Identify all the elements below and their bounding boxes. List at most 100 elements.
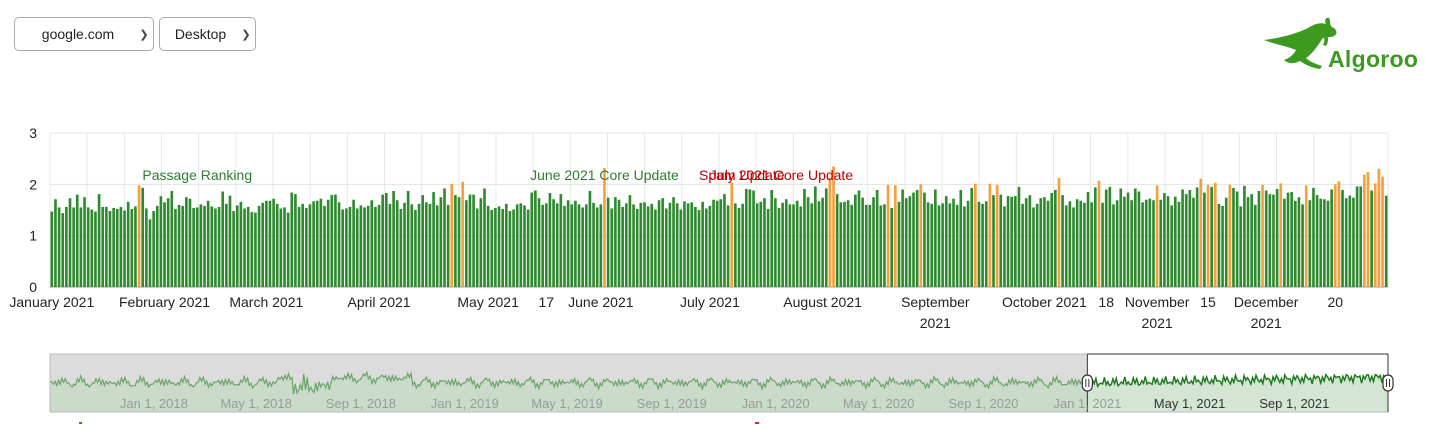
bar[interactable] (599, 204, 603, 287)
bar[interactable] (1315, 195, 1319, 287)
bar[interactable] (839, 202, 843, 287)
bar[interactable] (268, 200, 272, 287)
bar[interactable] (1275, 188, 1279, 287)
bar[interactable] (1133, 188, 1137, 287)
bar[interactable] (1366, 172, 1370, 287)
bar[interactable] (1141, 202, 1144, 287)
bar[interactable] (915, 189, 919, 287)
bar[interactable] (821, 197, 824, 287)
bar[interactable] (1166, 196, 1170, 287)
bar[interactable] (1130, 200, 1133, 287)
bar[interactable] (646, 206, 650, 287)
bar[interactable] (1257, 191, 1261, 287)
bar[interactable] (1061, 195, 1064, 287)
bar[interactable] (828, 178, 832, 287)
bar[interactable] (1333, 184, 1337, 287)
bar[interactable] (1163, 193, 1166, 287)
bar[interactable] (315, 200, 319, 287)
bar[interactable] (414, 210, 417, 287)
bar[interactable] (712, 199, 715, 287)
bar[interactable] (246, 206, 250, 287)
bar[interactable] (195, 207, 199, 287)
bar[interactable] (744, 188, 748, 287)
bar[interactable] (1330, 189, 1333, 287)
bar[interactable] (254, 212, 257, 287)
bar[interactable] (148, 219, 152, 287)
bar[interactable] (701, 201, 704, 287)
bar[interactable] (432, 192, 435, 287)
bar[interactable] (385, 193, 388, 287)
bar[interactable] (1308, 200, 1312, 287)
bar[interactable] (235, 205, 239, 287)
bar[interactable] (726, 205, 730, 287)
bar[interactable] (1304, 185, 1308, 287)
bar[interactable] (854, 194, 857, 287)
bar[interactable] (468, 194, 472, 287)
bar[interactable] (1119, 188, 1123, 287)
bar[interactable] (1344, 198, 1348, 287)
bar[interactable] (1283, 198, 1286, 287)
bar[interactable] (1126, 192, 1130, 287)
bar[interactable] (363, 207, 366, 287)
bar[interactable] (1210, 186, 1213, 287)
bar[interactable] (875, 189, 879, 287)
bar[interactable] (730, 182, 734, 287)
bar[interactable] (592, 202, 595, 287)
bar[interactable] (115, 208, 119, 287)
bar[interactable] (763, 198, 766, 287)
bar[interactable] (174, 208, 177, 287)
bar[interactable] (704, 208, 708, 287)
bar[interactable] (508, 211, 512, 287)
bar[interactable] (1043, 197, 1046, 287)
bar[interactable] (766, 208, 770, 287)
bar[interactable] (723, 194, 726, 287)
bar[interactable] (1384, 195, 1388, 287)
bar[interactable] (901, 189, 904, 287)
bar[interactable] (643, 202, 646, 287)
bar[interactable] (155, 205, 159, 287)
bar[interactable] (381, 194, 384, 287)
bar[interactable] (755, 203, 759, 287)
bar[interactable] (257, 205, 261, 287)
bar[interactable] (977, 201, 981, 287)
bar[interactable] (792, 204, 795, 287)
bar[interactable] (94, 211, 97, 287)
bar[interactable] (145, 208, 148, 287)
bar[interactable] (817, 201, 821, 287)
device-select[interactable]: Desktop ❯ (159, 17, 256, 51)
bar[interactable] (883, 204, 886, 287)
bar[interactable] (552, 199, 555, 287)
bar[interactable] (843, 201, 846, 287)
bar[interactable] (672, 197, 675, 287)
bar[interactable] (930, 203, 934, 287)
bar[interactable] (737, 207, 741, 287)
bar[interactable] (1359, 186, 1363, 287)
bar[interactable] (1017, 186, 1021, 287)
bar[interactable] (1312, 187, 1315, 287)
bar[interactable] (534, 190, 537, 287)
bar[interactable] (868, 204, 872, 287)
bar[interactable] (65, 206, 68, 287)
bar[interactable] (955, 204, 959, 287)
bar[interactable] (1290, 192, 1293, 287)
bar[interactable] (603, 167, 606, 287)
bar[interactable] (355, 208, 359, 287)
bar[interactable] (697, 210, 701, 287)
bar[interactable] (435, 205, 439, 287)
bar[interactable] (1355, 186, 1359, 287)
bar[interactable] (795, 200, 799, 287)
bar[interactable] (1003, 206, 1006, 287)
bar[interactable] (1159, 199, 1163, 287)
drag-handle-icon[interactable] (1081, 374, 1093, 392)
bar[interactable] (54, 199, 57, 287)
bar[interactable] (1086, 192, 1090, 287)
bar[interactable] (265, 200, 268, 287)
bar[interactable] (406, 191, 410, 287)
bar[interactable] (1363, 174, 1366, 287)
bar[interactable] (879, 205, 883, 287)
bar[interactable] (1377, 168, 1381, 287)
bar[interactable] (83, 197, 86, 287)
bar[interactable] (61, 213, 65, 287)
bar[interactable] (810, 203, 814, 287)
bar[interactable] (424, 202, 428, 287)
